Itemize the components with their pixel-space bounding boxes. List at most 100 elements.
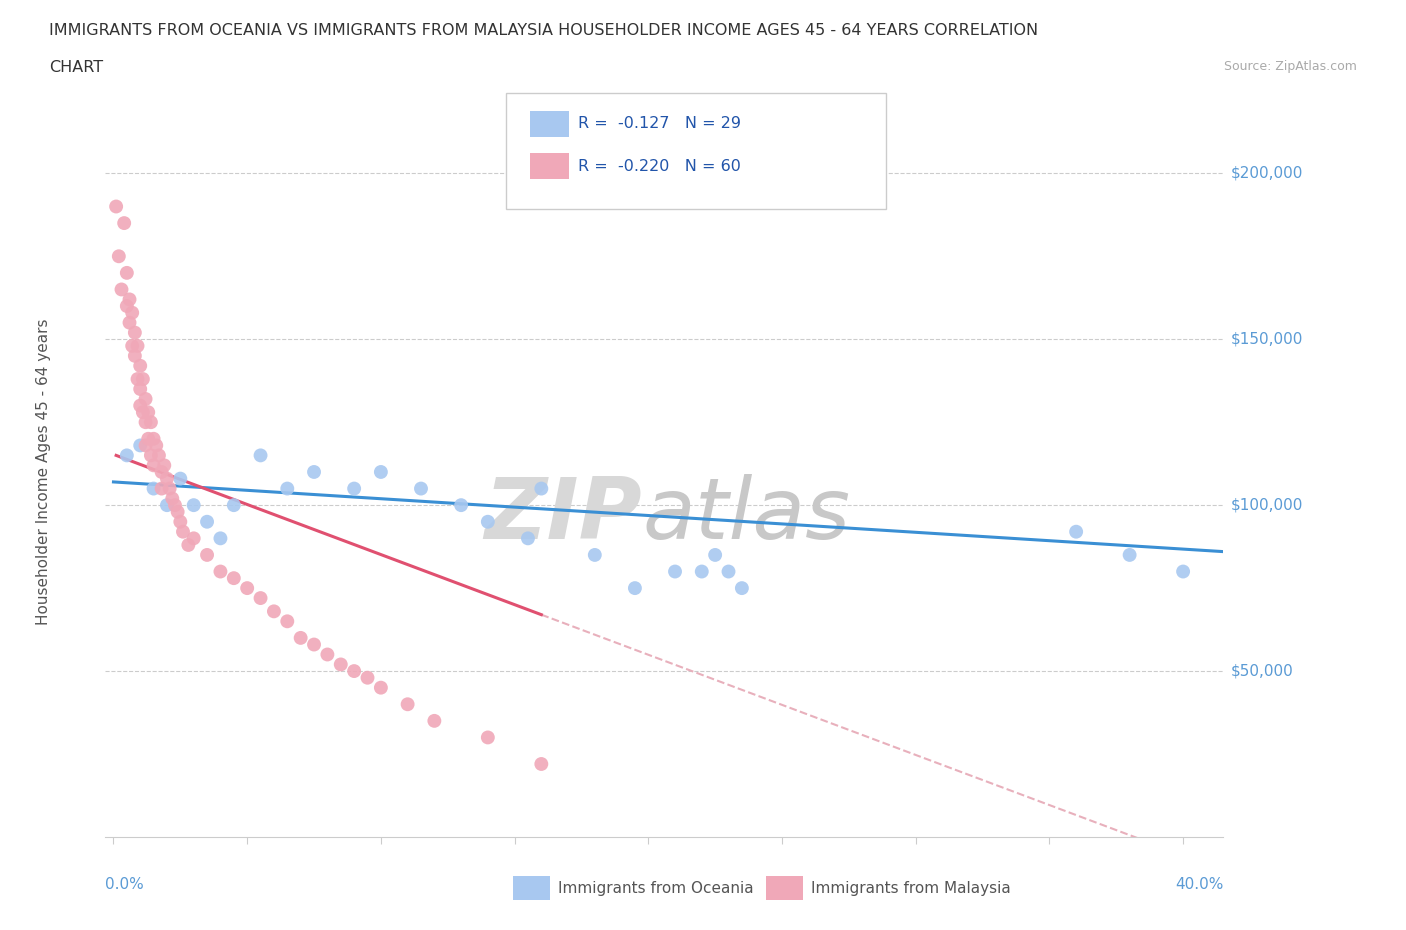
Point	[302, 637, 325, 652]
Point	[450, 498, 472, 512]
Point	[115, 299, 138, 313]
Point	[276, 481, 298, 496]
Text: R =  -0.220   N = 60: R = -0.220 N = 60	[578, 159, 741, 174]
Point	[150, 481, 173, 496]
Point	[118, 315, 141, 330]
Point	[530, 481, 553, 496]
Point	[423, 713, 446, 728]
Point	[110, 282, 132, 297]
Text: ZIP: ZIP	[484, 474, 643, 557]
Point	[183, 531, 205, 546]
Point	[142, 432, 165, 446]
Point	[145, 438, 167, 453]
Point	[127, 372, 149, 387]
Point	[183, 498, 205, 512]
Text: IMMIGRANTS FROM OCEANIA VS IMMIGRANTS FROM MALAYSIA HOUSEHOLDER INCOME AGES 45 -: IMMIGRANTS FROM OCEANIA VS IMMIGRANTS FR…	[49, 23, 1039, 38]
Point	[159, 481, 181, 496]
Point	[195, 514, 218, 529]
Point	[731, 580, 754, 595]
Point	[195, 548, 218, 563]
Point	[135, 415, 157, 430]
Point	[135, 392, 157, 406]
Text: Source: ZipAtlas.com: Source: ZipAtlas.com	[1223, 60, 1357, 73]
Text: $50,000: $50,000	[1232, 664, 1294, 679]
Point	[236, 580, 259, 595]
Point	[162, 491, 184, 506]
Point	[136, 405, 159, 419]
Point	[624, 580, 647, 595]
Point	[129, 398, 152, 413]
Point	[148, 448, 170, 463]
Point	[664, 565, 686, 579]
Point	[409, 481, 432, 496]
Point	[169, 514, 191, 529]
Point	[263, 604, 285, 618]
Point	[156, 498, 179, 512]
Point	[249, 591, 271, 605]
Point	[209, 531, 232, 546]
Point	[1118, 548, 1140, 563]
Point	[153, 458, 176, 472]
Point	[115, 448, 138, 463]
Point	[276, 614, 298, 629]
Point	[583, 548, 606, 563]
Point	[717, 565, 740, 579]
Point	[249, 448, 271, 463]
Point	[690, 565, 713, 579]
Text: 0.0%: 0.0%	[105, 877, 145, 892]
Text: R =  -0.127   N = 29: R = -0.127 N = 29	[578, 116, 741, 131]
Point	[121, 305, 143, 320]
Point	[177, 538, 200, 552]
Point	[112, 216, 135, 231]
Point	[127, 339, 149, 353]
Point	[139, 415, 162, 430]
Point	[222, 498, 245, 512]
Point	[370, 465, 392, 480]
Point	[121, 339, 143, 353]
Point	[136, 432, 159, 446]
Text: 40.0%: 40.0%	[1175, 877, 1223, 892]
Point	[370, 680, 392, 695]
Point	[329, 657, 352, 671]
Point	[132, 405, 155, 419]
Point	[139, 448, 162, 463]
Point	[129, 358, 152, 373]
Point	[163, 498, 186, 512]
Text: CHART: CHART	[49, 60, 103, 75]
Text: Immigrants from Oceania: Immigrants from Oceania	[558, 881, 754, 896]
Point	[124, 349, 146, 364]
Point	[135, 438, 157, 453]
Point	[156, 472, 179, 486]
Point	[142, 481, 165, 496]
Point	[166, 504, 188, 519]
Point	[356, 671, 378, 685]
Point	[290, 631, 312, 645]
Point	[343, 481, 366, 496]
Text: $200,000: $200,000	[1232, 166, 1303, 180]
Point	[517, 531, 540, 546]
Text: $150,000: $150,000	[1232, 332, 1303, 347]
Point	[316, 647, 339, 662]
Point	[530, 757, 553, 772]
Point	[209, 565, 232, 579]
Point	[108, 249, 131, 264]
Point	[704, 548, 727, 563]
Text: atlas: atlas	[643, 474, 851, 557]
Point	[1171, 565, 1194, 579]
Text: Householder Income Ages 45 - 64 years: Householder Income Ages 45 - 64 years	[37, 319, 52, 625]
Point	[172, 525, 194, 539]
Point	[477, 514, 499, 529]
Point	[115, 265, 138, 280]
Point	[124, 326, 146, 340]
Point	[302, 465, 325, 480]
Point	[396, 697, 419, 711]
Point	[1064, 525, 1087, 539]
Point	[105, 199, 128, 214]
Point	[343, 664, 366, 679]
Point	[222, 571, 245, 586]
Text: Immigrants from Malaysia: Immigrants from Malaysia	[811, 881, 1011, 896]
Point	[129, 438, 152, 453]
Point	[132, 372, 155, 387]
Point	[118, 292, 141, 307]
Point	[142, 458, 165, 472]
